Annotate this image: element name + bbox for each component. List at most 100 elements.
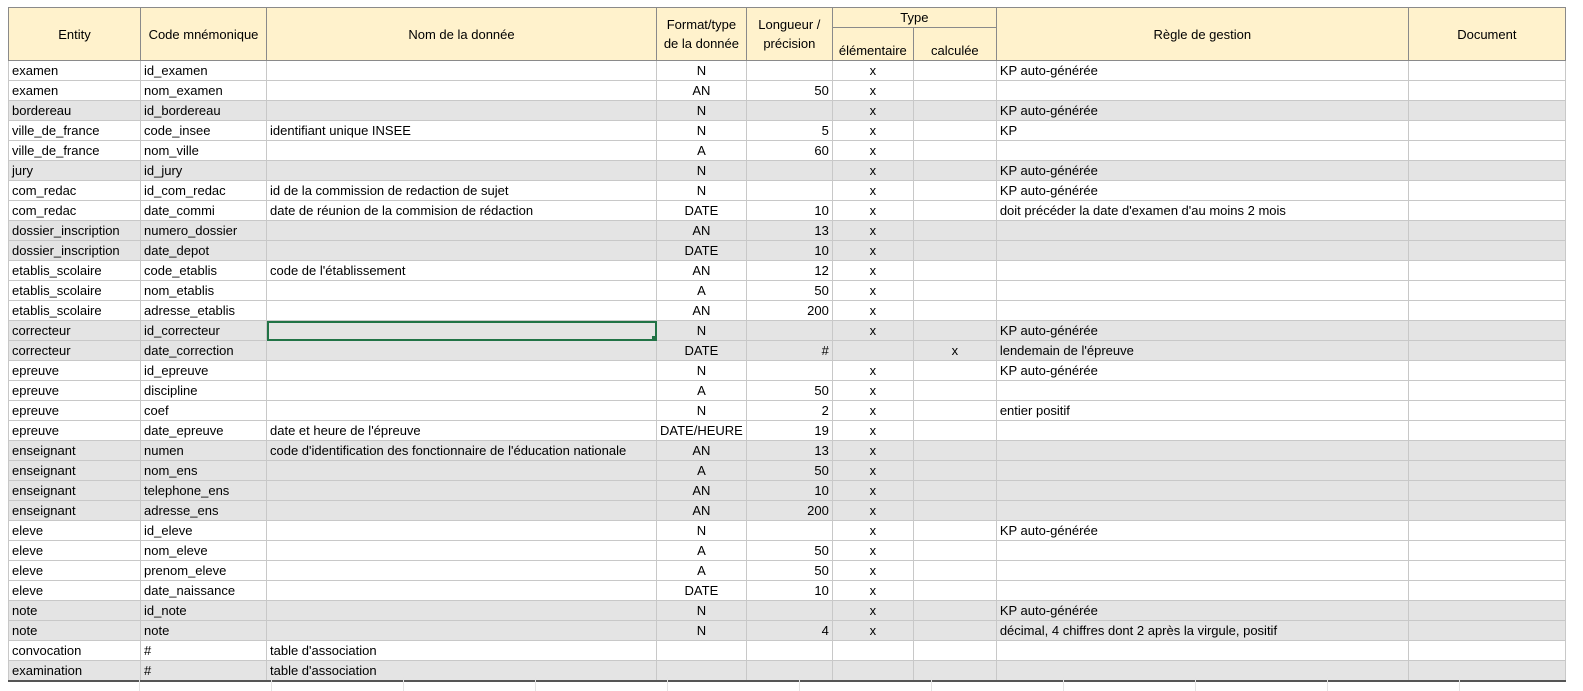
header-calculee[interactable]: calculée <box>912 27 997 61</box>
cell-calculee[interactable] <box>912 540 997 561</box>
cell-elementaire[interactable] <box>831 640 914 661</box>
cell-document[interactable] <box>1407 400 1566 421</box>
cell-elementaire[interactable]: x <box>831 600 914 621</box>
cell-code-mnemonique[interactable]: nom_etablis <box>140 280 267 301</box>
table-row[interactable]: note note N 4 x décimal, 4 chiffres dont 2 ap… <box>8 620 1566 641</box>
cell-regle-gestion[interactable] <box>995 460 1409 481</box>
cell-format[interactable]: A <box>656 540 747 561</box>
cell-document[interactable] <box>1407 520 1566 541</box>
cell-entity[interactable]: epreuve <box>8 400 141 421</box>
cell-regle-gestion[interactable] <box>995 260 1409 281</box>
cell-document[interactable] <box>1407 100 1566 121</box>
cell-document[interactable] <box>1407 380 1566 401</box>
cell-entity[interactable]: convocation <box>8 640 141 661</box>
cell-nom-donnee[interactable]: identifiant unique INSEE <box>266 120 657 141</box>
cell-regle-gestion[interactable] <box>995 580 1409 601</box>
header-type[interactable]: Type <box>831 7 997 28</box>
cell-code-mnemonique[interactable]: # <box>140 640 267 661</box>
cell-entity[interactable]: com_redac <box>8 180 141 201</box>
cell-calculee[interactable] <box>912 480 997 501</box>
cell-longueur[interactable]: 50 <box>745 460 833 481</box>
cell-entity[interactable]: eleve <box>8 520 141 541</box>
cell-elementaire[interactable]: x <box>831 280 914 301</box>
cell-document[interactable] <box>1407 620 1566 641</box>
cell-document[interactable] <box>1407 460 1566 481</box>
cell-format[interactable]: A <box>656 560 747 581</box>
table-row[interactable]: epreuve date_epreuve date et heure de l'ép… <box>8 420 1566 441</box>
cell-code-mnemonique[interactable]: date_correction <box>140 340 267 361</box>
cell-longueur[interactable] <box>745 320 833 341</box>
cell-elementaire[interactable]: x <box>831 80 914 101</box>
table-row[interactable]: com_redac id_com_redac id de la commission… <box>8 180 1566 201</box>
cell-regle-gestion[interactable]: KP auto-générée <box>995 180 1409 201</box>
cell-elementaire[interactable]: x <box>831 560 914 581</box>
cell-longueur[interactable] <box>745 360 833 381</box>
cell-code-mnemonique[interactable]: nom_ens <box>140 460 267 481</box>
cell-longueur[interactable] <box>745 640 833 661</box>
cell-format[interactable]: A <box>656 140 747 161</box>
cell-elementaire[interactable]: x <box>831 60 914 81</box>
cell-elementaire[interactable]: x <box>831 160 914 181</box>
cell-regle-gestion[interactable] <box>995 300 1409 321</box>
cell-format[interactable]: N <box>656 600 747 621</box>
cell-nom-donnee[interactable] <box>266 560 657 581</box>
cell-calculee[interactable] <box>912 220 997 241</box>
cell-regle-gestion[interactable]: entier positif <box>995 400 1409 421</box>
cell-calculee[interactable] <box>912 460 997 481</box>
cell-longueur[interactable] <box>745 180 833 201</box>
cell-elementaire[interactable]: x <box>831 620 914 641</box>
cell-elementaire[interactable]: x <box>831 220 914 241</box>
cell-format[interactable]: N <box>656 120 747 141</box>
cell-regle-gestion[interactable]: doit précéder la date d'examen d'au moin… <box>995 200 1409 221</box>
cell-entity[interactable]: jury <box>8 160 141 181</box>
cell-code-mnemonique[interactable]: adresse_ens <box>140 500 267 521</box>
cell-calculee[interactable] <box>912 180 997 201</box>
cell-format[interactable]: A <box>656 460 747 481</box>
table-row[interactable]: etablis_scolaire code_etablis code de l'ét… <box>8 260 1566 281</box>
header-code-mnemonique[interactable]: Code mnémonique <box>140 7 267 61</box>
cell-format[interactable]: A <box>656 280 747 301</box>
cell-format[interactable]: AN <box>656 260 747 281</box>
cell-document[interactable] <box>1407 80 1566 101</box>
cell-calculee[interactable] <box>912 320 997 341</box>
cell-nom-donnee[interactable] <box>266 400 657 421</box>
cell-nom-donnee[interactable]: id de la commission de redaction de suje… <box>266 180 657 201</box>
cell-nom-donnee[interactable] <box>266 520 657 541</box>
cell-code-mnemonique[interactable]: id_bordereau <box>140 100 267 121</box>
cell-longueur[interactable]: 60 <box>745 140 833 161</box>
cell-code-mnemonique[interactable]: date_epreuve <box>140 420 267 441</box>
cell-calculee[interactable] <box>912 240 997 261</box>
table-row[interactable]: etablis_scolaire adresse_etablis AN 200 x <box>8 300 1566 321</box>
cell-longueur[interactable]: 5 <box>745 120 833 141</box>
cell-regle-gestion[interactable]: KP <box>995 120 1409 141</box>
cell-document[interactable] <box>1407 280 1566 301</box>
cell-entity[interactable]: eleve <box>8 540 141 561</box>
cell-format[interactable]: A <box>656 380 747 401</box>
cell-code-mnemonique[interactable]: nom_examen <box>140 80 267 101</box>
cell-regle-gestion[interactable] <box>995 420 1409 441</box>
cell-code-mnemonique[interactable]: date_commi <box>140 200 267 221</box>
cell-code-mnemonique[interactable]: id_epreuve <box>140 360 267 381</box>
cell-longueur[interactable]: # <box>745 340 833 361</box>
table-row[interactable]: enseignant telephone_ens AN 10 x <box>8 480 1566 501</box>
cell-longueur[interactable]: 200 <box>745 500 833 521</box>
cell-elementaire[interactable]: x <box>831 120 914 141</box>
cell-nom-donnee[interactable] <box>266 280 657 301</box>
cell-format[interactable]: N <box>656 60 747 81</box>
cell-format[interactable]: DATE <box>656 240 747 261</box>
table-row[interactable]: dossier_inscription numero_dossier AN 13 x <box>8 220 1566 241</box>
cell-calculee[interactable] <box>912 420 997 441</box>
cell-regle-gestion[interactable]: lendemain de l'épreuve <box>995 340 1409 361</box>
cell-document[interactable] <box>1407 640 1566 661</box>
cell-elementaire[interactable]: x <box>831 580 914 601</box>
cell-elementaire[interactable] <box>831 660 914 682</box>
table-row[interactable]: convocation # table d'association <box>8 640 1566 661</box>
cell-elementaire[interactable]: x <box>831 400 914 421</box>
cell-format[interactable]: DATE/HEURE <box>656 420 747 441</box>
cell-format[interactable]: N <box>656 400 747 421</box>
